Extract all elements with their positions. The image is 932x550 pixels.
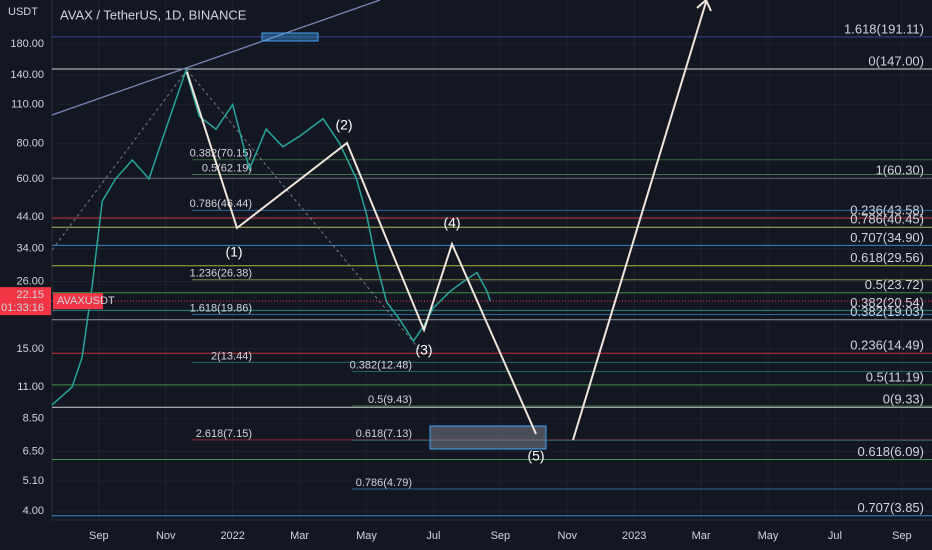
x-tick-label: May [758, 530, 779, 542]
fib-label: 0.5(9.43) [368, 394, 412, 406]
wave-label: (3) [415, 342, 432, 358]
y-tick-label: 4.00 [23, 505, 44, 517]
chart-title: AVAX / TetherUS, 1D, BINANCE [60, 7, 247, 22]
fib-label: 0.5(62.19) [202, 162, 252, 174]
grid-group [52, 0, 932, 520]
fib-label: 0.382(70.15) [190, 148, 252, 160]
y-tick-label: 6.50 [23, 445, 44, 457]
x-tick-label: Mar [290, 530, 309, 542]
fib-label: 0.382(19.03) [850, 304, 924, 319]
fib-label: 0.236(14.49) [850, 338, 924, 353]
y-tick-label: 44.00 [16, 211, 44, 223]
fib-label: 1.236(26.38) [190, 268, 252, 280]
dashed-line [186, 69, 421, 351]
y-tick-label: 11.00 [17, 381, 44, 393]
x-tick-label: Nov [156, 530, 176, 542]
highlight-box [261, 32, 319, 42]
last-price-box [0, 287, 51, 316]
y-tick-label: 26.00 [16, 275, 44, 287]
wave-path [186, 71, 537, 435]
x-tick-label: Nov [558, 530, 578, 542]
series-tag [53, 293, 103, 310]
fib-label: 0.707(34.90) [850, 230, 924, 245]
fib-label: 0.786(46.44) [190, 198, 252, 210]
y-tick-label: 5.10 [23, 475, 44, 487]
x-tick-label: Jul [426, 530, 440, 542]
fib-label: 0.618(7.13) [356, 428, 412, 440]
fib-label: 1.618(191.11) [844, 21, 924, 36]
fib-label: 0.707(3.85) [858, 500, 925, 515]
fib-label: 0(9.33) [883, 392, 924, 407]
dashed-line [51, 69, 188, 251]
fib-label: 0.382(20.54) [850, 295, 924, 310]
wave-label: (4) [443, 215, 460, 231]
y-unit: USDT [8, 6, 38, 18]
fib-label: 0.618(6.09) [858, 444, 925, 459]
y-tick-label: 60.00 [16, 173, 44, 185]
x-tick-label: May [356, 530, 377, 542]
y-tick-label: 34.00 [16, 242, 44, 254]
last-price-label: 22.15 [16, 289, 44, 301]
highlight-box [429, 425, 547, 450]
fib-label: 1(60.30) [876, 163, 924, 178]
x-tick-label: Jul [828, 530, 842, 542]
fib-label: 0(147.00) [868, 53, 924, 68]
price-group [51, 68, 932, 406]
y-tick-label: 140.00 [10, 69, 44, 81]
y-tick-label: 8.50 [23, 413, 44, 425]
axes-group: 4.00 5.10 6.50 8.50 11.00 15.00 26.00 34.00 44.0… [0, 38, 912, 542]
fib-label: 0.786(4.79) [356, 477, 412, 489]
y-tick-label: 15.00 [16, 343, 44, 355]
x-tick-label: Sep [892, 530, 912, 542]
y-tick-label: 180.00 [10, 38, 44, 50]
y-tick-label: 80.00 [16, 138, 44, 150]
legend-entry: AVAXUSDT [57, 295, 115, 307]
trend-line [51, 0, 381, 116]
x-tick-label: Mar [692, 530, 711, 542]
fib-label: 2.618(7.15) [196, 428, 252, 440]
y-tick-label: 110.00 [11, 98, 44, 110]
wave-label: (5) [527, 448, 544, 464]
x-tick-label: 2022 [220, 530, 244, 542]
fib-label: 1.618(19.86) [190, 302, 252, 314]
fib-label: 0.618(29.56) [850, 250, 924, 265]
fib-label: 0.786(40.45) [850, 212, 924, 227]
fib-label: 2(13.44) [211, 350, 252, 362]
fib-label: 0.382(12.48) [350, 359, 412, 371]
x-tick-label: Sep [89, 530, 109, 542]
arrow-head [696, 0, 712, 12]
countdown-label: 01:33:16 [1, 302, 44, 314]
projection-arrow [572, 1, 707, 441]
wave-label: (2) [335, 117, 352, 133]
x-tick-label: Sep [491, 530, 511, 542]
fib-label: 0.5(11.19) [866, 369, 924, 384]
fib-label: 0.5(23.72) [865, 277, 924, 292]
price-line [51, 68, 492, 406]
fib-group: 1.618(191.11)0(147.00)1(60.30)0.236(43.5… [52, 21, 932, 517]
x-tick-label: 2023 [622, 530, 646, 542]
wave-label: (1) [225, 244, 242, 260]
